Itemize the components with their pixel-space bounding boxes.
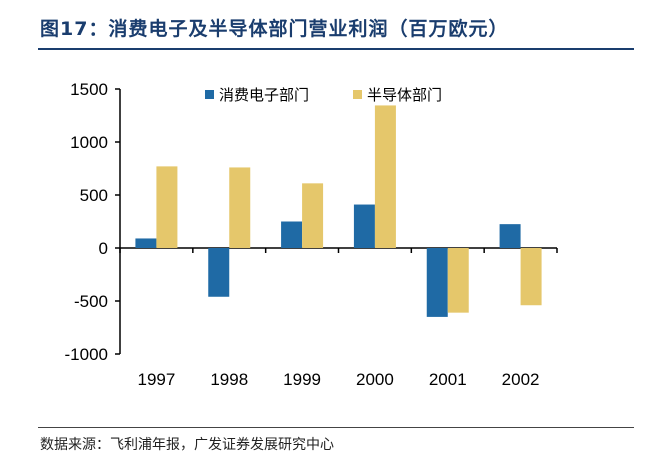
bar-semiconductor-2001 [447,248,469,313]
bar-chart: 1500 1000 500 0 -500 -1000 1997 1998 1999 2000 200… [65,80,558,389]
bar-semiconductor-1997 [156,166,178,248]
legend-label: 半导体部门 [367,87,442,104]
x-tick-label: 1998 [210,370,248,389]
legend-swatch [205,90,214,99]
x-tick-label: 2002 [502,370,540,389]
legend-label: 消费电子部门 [219,87,309,104]
x-tick-label: 2000 [356,370,394,389]
bar-semiconductor-2000 [374,105,396,249]
bar-consumer-electronics-2002 [499,224,521,248]
source-divider [38,427,634,428]
bar-consumer-electronics-1997 [135,238,157,248]
bar-semiconductor-1999 [302,183,324,248]
y-tick-label: -500 [74,292,108,311]
y-tick-label: 500 [80,186,108,205]
source-note: 数据来源：飞利浦年报，广发证券发展研究中心 [40,437,334,453]
bar-semiconductor-1998 [229,167,251,248]
bar-consumer-electronics-1999 [281,221,303,248]
title-divider [38,48,634,50]
y-tick-label: 1000 [70,133,108,152]
y-tick-label: 1500 [70,80,108,99]
y-tick-label: 0 [99,239,108,258]
bar-consumer-electronics-2001 [426,248,448,317]
bar-consumer-electronics-1998 [208,248,230,297]
legend-swatch [353,90,362,99]
x-tick-label: 1999 [283,370,321,389]
x-tick-label: 1997 [138,370,176,389]
y-tick-label: -1000 [65,345,108,364]
chart-title: 图17：消费电子及半导体部门营业利润（百万欧元） [40,18,509,40]
bar-semiconductor-2002 [520,248,542,306]
x-tick-label: 2001 [429,370,467,389]
bar-consumer-electronics-2000 [353,204,375,248]
